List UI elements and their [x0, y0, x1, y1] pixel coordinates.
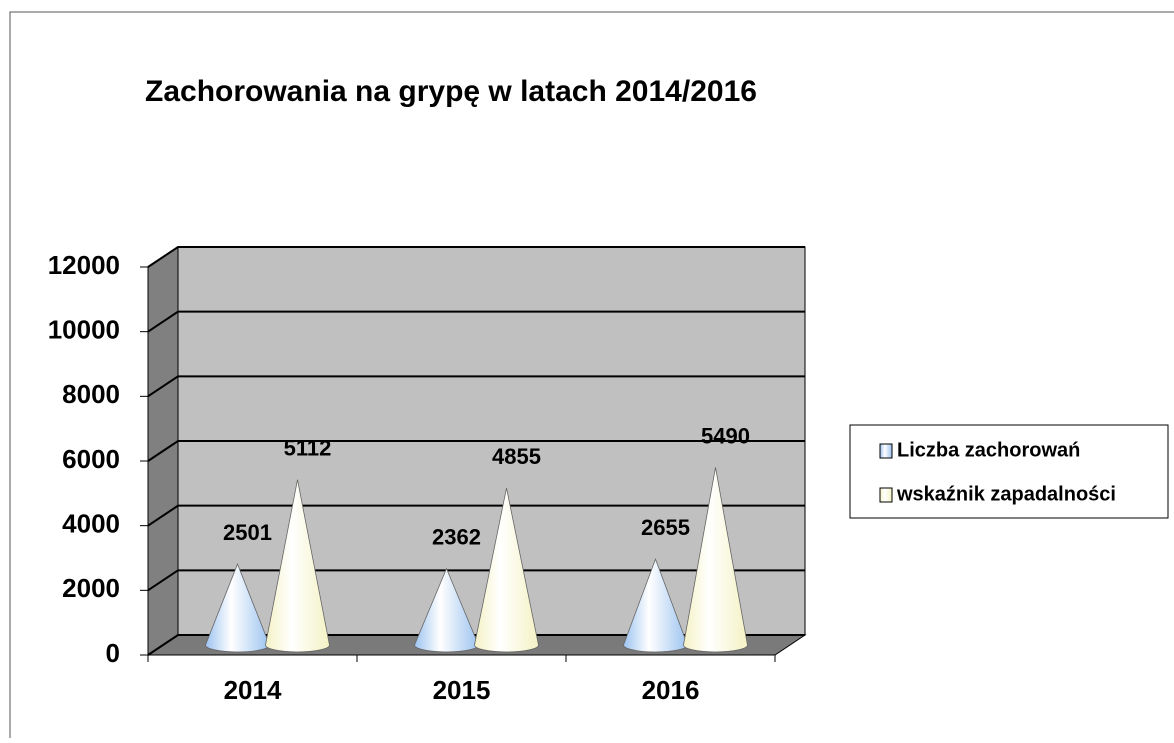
data-label: 2362	[432, 524, 481, 549]
legend-label: wskaźnik zapadalności	[896, 483, 1116, 505]
legend-label: Liczba zachorowań	[897, 439, 1080, 461]
y-tick-label: 12000	[48, 250, 120, 280]
cone	[474, 487, 539, 653]
data-label: 2501	[223, 520, 272, 545]
y-tick-label: 10000	[48, 315, 120, 345]
grid-line	[147, 440, 805, 462]
data-label: 2655	[641, 515, 690, 540]
data-label: 4855	[492, 444, 541, 469]
x-tick-label: 2016	[642, 675, 700, 705]
grid-line	[147, 504, 805, 527]
y-tick-label: 6000	[62, 444, 120, 474]
legend-swatch	[879, 443, 893, 459]
y-tick-label: 2000	[62, 573, 120, 603]
legend-swatch	[879, 487, 893, 503]
legend-box	[849, 424, 1169, 519]
cone	[683, 467, 748, 653]
chart-title: Zachorowania na grypę w latach 2014/2016	[145, 75, 757, 108]
y-tick-label: 0	[106, 638, 120, 668]
grid-line	[147, 246, 805, 268]
grid-line	[147, 375, 805, 398]
grid-line	[147, 634, 805, 656]
y-tick-label: 8000	[62, 379, 120, 409]
data-label: 5490	[701, 423, 750, 448]
grid-line	[147, 310, 805, 333]
data-label: 5112	[284, 436, 332, 461]
grid-line	[147, 569, 805, 592]
x-tick-label: 2014	[224, 675, 282, 705]
cone	[265, 479, 330, 653]
x-tick-label: 2015	[433, 675, 491, 705]
y-tick-label: 4000	[62, 509, 120, 539]
